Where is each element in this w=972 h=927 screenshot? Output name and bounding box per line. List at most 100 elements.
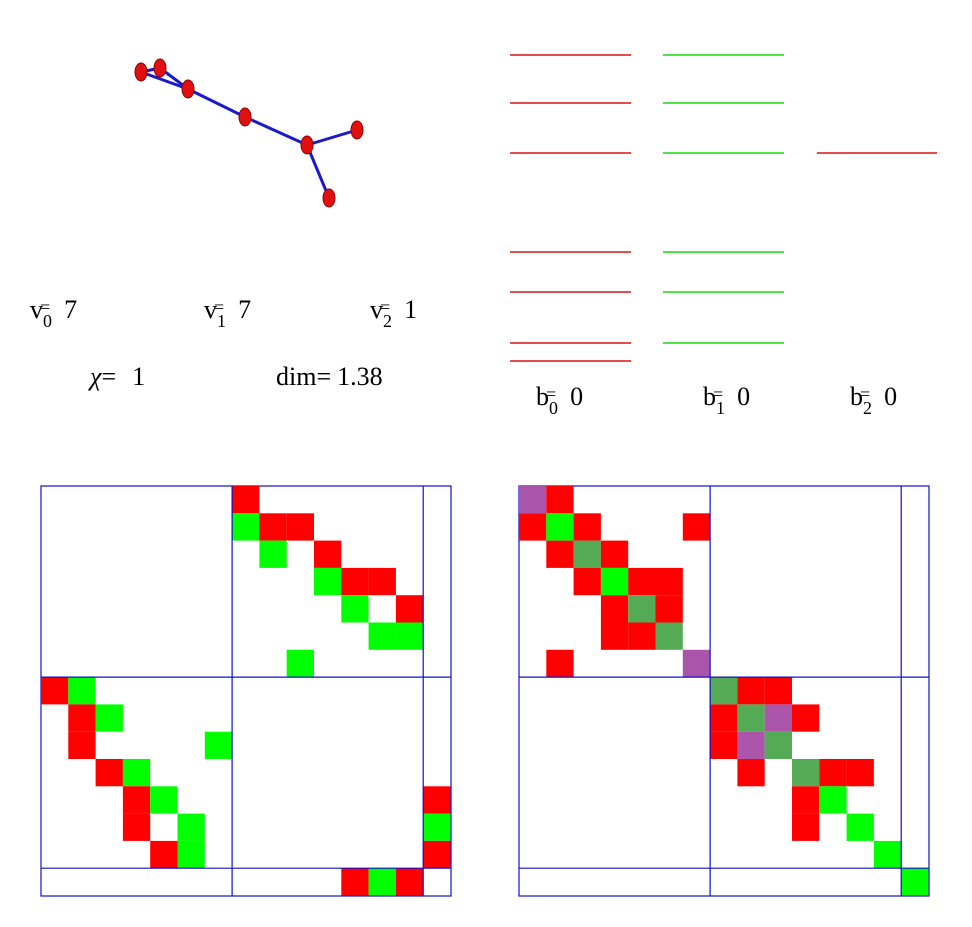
matrix-cell	[628, 567, 656, 596]
matrix-cell	[737, 731, 765, 759]
matrix-cell	[395, 622, 424, 650]
matrix-cell	[792, 813, 820, 841]
matrix-cell	[204, 731, 233, 759]
matrix-cell	[368, 622, 396, 650]
graph-vertex	[181, 79, 195, 99]
chi-equals: =	[101, 362, 116, 391]
v1-value: 7	[238, 295, 251, 324]
matrix-cell	[819, 759, 847, 787]
graph-edge	[140, 70, 189, 91]
matrix-cell	[395, 868, 424, 896]
matrix-frame	[40, 485, 452, 897]
matrix-cell	[655, 567, 683, 596]
matrix-cell	[232, 486, 260, 514]
matrix-cell	[68, 677, 96, 705]
matrix-cell	[519, 513, 547, 541]
graph-vertex	[300, 135, 314, 155]
graph-vertex	[238, 107, 252, 127]
matrix-cell	[395, 595, 424, 623]
matrix-cell	[655, 595, 683, 623]
matrix-cell	[737, 759, 765, 787]
matrix-cell	[764, 677, 792, 705]
matrix-cell	[600, 622, 629, 650]
matrix-cell	[600, 540, 629, 568]
matrix-cell	[232, 513, 260, 541]
matrix-cell	[710, 677, 738, 705]
b2-value: 0	[884, 382, 897, 411]
v2-value: 1	[404, 295, 417, 324]
matrix-cell	[792, 704, 820, 732]
matrix-cell	[423, 786, 451, 814]
matrix-cell	[368, 567, 396, 596]
matrix-cell	[341, 567, 369, 596]
matrix-cell	[573, 540, 601, 568]
v2-label: v	[370, 295, 383, 324]
matrix-cell	[546, 649, 574, 678]
matrix-cell	[259, 540, 287, 568]
dimension: dim= 1.38	[276, 362, 383, 391]
dim-equals: =	[316, 362, 331, 391]
graph-edge	[244, 115, 308, 147]
matrix-cell	[628, 622, 656, 650]
matrix-cell	[819, 786, 847, 814]
graph-edge	[187, 87, 246, 119]
spectrum	[510, 54, 937, 362]
matrix-cell	[655, 622, 683, 650]
matrix-cell	[95, 704, 123, 732]
v0-count: v0= 7	[30, 295, 77, 331]
matrix-cell	[710, 731, 738, 759]
v0-equals: =	[40, 297, 50, 317]
v0-subscript: 0	[43, 311, 52, 331]
b1-label: b	[703, 382, 716, 411]
matrix-cell	[546, 513, 574, 541]
b2-count: b2= 0	[850, 382, 897, 418]
matrix-cell	[573, 567, 601, 596]
matrix-cell	[710, 704, 738, 732]
matrix-cell	[122, 786, 151, 814]
matrix-cell	[682, 649, 711, 678]
v1-equals: =	[214, 297, 224, 317]
laplacian-matrix	[518, 485, 930, 897]
b1-value: 0	[737, 382, 750, 411]
matrix-cell	[764, 731, 792, 759]
matrix-cell	[286, 513, 314, 541]
v2-subscript: 2	[383, 311, 392, 331]
v0-value: 7	[64, 295, 77, 324]
v1-count: v1= 7	[204, 295, 251, 331]
dirac-matrix	[40, 485, 452, 897]
b0-value: 0	[570, 382, 583, 411]
graph-vertex	[153, 58, 167, 78]
matrix-cell	[628, 595, 656, 623]
v2-count: v2= 1	[370, 295, 417, 331]
matrix-cell	[600, 567, 629, 596]
b1-subscript: 1	[716, 398, 725, 418]
matrix-cell	[423, 840, 451, 869]
matrix-cell	[764, 704, 792, 732]
matrix-cell	[546, 540, 574, 568]
matrix-cell	[68, 731, 96, 759]
matrix-cell	[546, 486, 574, 514]
matrix-cell	[368, 868, 396, 896]
matrix-cell	[846, 813, 874, 841]
euler-characteristic: χ= 1	[87, 362, 145, 391]
matrix-cell	[600, 595, 629, 623]
graph-vertex	[322, 188, 336, 208]
b0-subscript: 0	[549, 398, 558, 418]
b1-count: b1= 0	[703, 382, 750, 418]
v0-label: v	[30, 295, 43, 324]
b2-subscript: 2	[863, 398, 872, 418]
dim-value: 1.38	[337, 362, 383, 391]
matrix-cell	[423, 813, 451, 841]
b0-equals: =	[546, 384, 556, 404]
matrix-cell	[286, 649, 314, 678]
dim-label: dim	[276, 362, 316, 391]
matrix-cell	[901, 868, 929, 896]
v1-label: v	[204, 295, 217, 324]
matrix-cell	[737, 704, 765, 732]
graph	[134, 58, 364, 208]
matrix-cell	[122, 813, 151, 841]
b1-equals: =	[713, 384, 723, 404]
matrix-cell	[68, 704, 96, 732]
matrix-cell	[682, 513, 711, 541]
